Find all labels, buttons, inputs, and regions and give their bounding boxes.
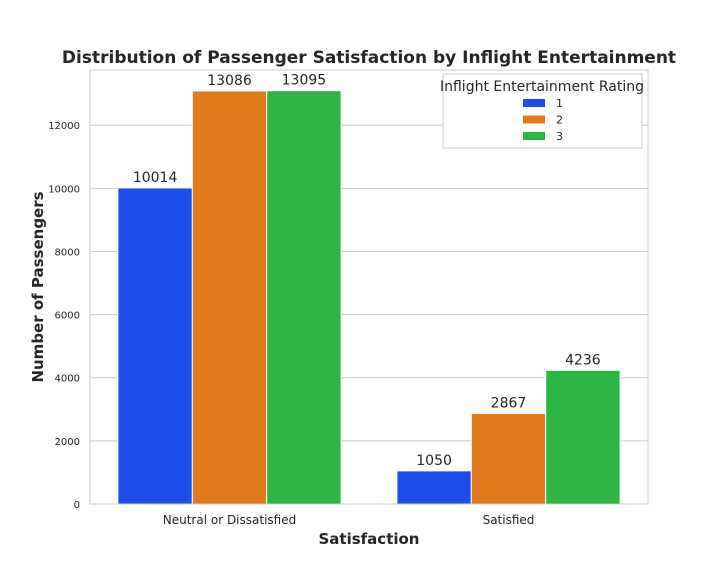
legend: Inflight Entertainment Rating 1 2 3 [440,73,644,149]
plot-frame [89,69,649,505]
y-tick-label: 4000 [55,374,80,385]
x-tick-label: Satisfied [483,513,535,527]
bar-value-label: 1050 [416,453,452,469]
bar [117,187,193,505]
legend-label: 2 [556,114,563,127]
bar-value-label: 2867 [491,396,527,412]
bar [545,369,621,505]
y-tick-label: 6000 [55,311,80,322]
bar-value-label: 10014 [133,170,178,186]
legend-label: 1 [556,97,563,110]
bar [470,413,547,505]
bar [191,90,268,505]
bar [396,470,472,505]
legend-swatch [523,115,545,124]
y-tick-label: 0 [74,500,80,511]
y-axis-label: Number of Passengers [29,191,47,382]
chart-title: Distribution of Passenger Satisfaction b… [62,48,676,68]
y-tick-label: 10000 [48,184,80,195]
legend-label: 3 [556,130,563,143]
bar-value-label: 13086 [207,73,252,89]
legend-items: 1 2 3 [523,97,563,143]
y-tick-label: 2000 [55,437,80,448]
x-tick-label: Neutral or Dissatisfied [163,513,296,527]
y-tick-label: 12000 [48,121,80,132]
legend-swatch [523,99,545,107]
x-axis-ticks: Neutral or Dissatisfied Satisfied [163,513,535,527]
bar-value-label: 13095 [282,73,327,89]
bars [117,90,621,505]
bar [266,90,342,505]
x-axis-label: Satisfaction [318,530,419,548]
y-tick-label: 8000 [55,247,80,258]
bar-value-label: 4236 [565,352,601,368]
legend-swatch [523,132,545,140]
legend-title: Inflight Entertainment Rating [440,79,644,95]
y-axis-ticks: 0 2000 4000 6000 8000 10000 12000 [48,121,80,511]
data-labels: 10014 13086 13095 1050 2867 4236 [133,73,601,469]
